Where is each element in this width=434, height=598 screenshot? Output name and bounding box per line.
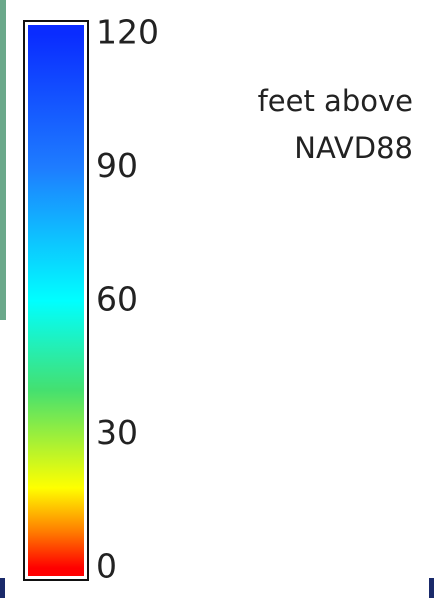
y-tick-label: 30 [96,413,138,452]
colorbar-title: feet above [258,84,413,118]
colorbar-title: NAVD88 [294,131,413,165]
y-tick-label: 0 [96,547,117,586]
colorbar [28,25,84,576]
map-edge [0,578,5,598]
map-edge [0,0,6,320]
chart: feet above NAVD88 0 30 60 90 120 [0,0,434,598]
y-tick-label: 60 [96,280,138,319]
y-tick-label: 90 [96,146,138,185]
y-tick-label: 120 [96,13,159,52]
map-edge [429,578,434,598]
